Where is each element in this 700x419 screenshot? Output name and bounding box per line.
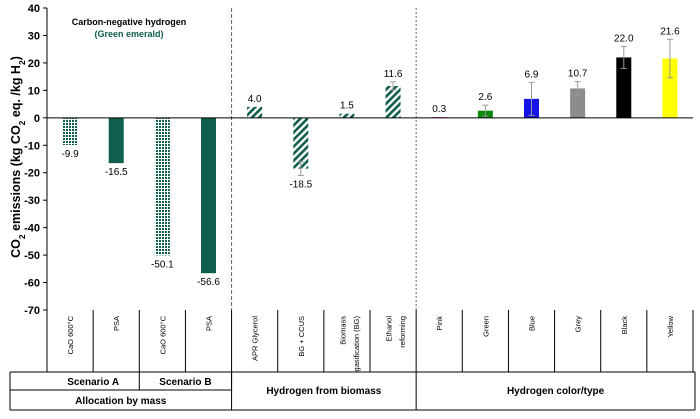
y-axis-title-part: emissions (kg CO	[9, 125, 23, 234]
error-bars	[297, 38, 673, 176]
category-label-line: Blue	[528, 316, 537, 331]
y-tick-label: 20	[28, 58, 40, 70]
category-label-line: gasification (BG)	[352, 315, 361, 371]
category-label-line: Yellow	[666, 315, 675, 337]
y-axis-title-sub: 2	[17, 234, 27, 239]
value-label: 1.5	[340, 101, 354, 112]
y-tick-label: 40	[28, 3, 40, 15]
category-label: PSA	[205, 316, 214, 331]
value-label: -18.5	[289, 179, 312, 190]
group-label-row2: Hydrogen color/type	[507, 386, 605, 397]
category-label-line: Grey	[574, 316, 583, 333]
category-label-line: Black	[620, 316, 629, 335]
group-label-row2: Allocation by mass	[75, 396, 167, 407]
category-label-line: reforming	[398, 316, 407, 348]
value-label: 22.0	[614, 33, 634, 44]
y-axis-title-part: )	[9, 56, 23, 60]
bar	[154, 117, 170, 256]
group-label-row1: Scenario B	[159, 377, 211, 388]
bar	[616, 57, 632, 118]
value-label: 10.7	[568, 69, 588, 80]
category-label: Yellow	[666, 315, 675, 337]
category-label: Black	[620, 316, 629, 335]
section-separators	[231, 8, 417, 310]
category-label: Pink	[435, 316, 444, 331]
y-axis-title-part: eq. /kg H	[9, 65, 23, 121]
value-label: 2.6	[478, 92, 492, 103]
category-label-line: Biomass	[338, 316, 347, 345]
bar	[570, 88, 586, 118]
bars	[62, 57, 678, 274]
bar	[293, 117, 309, 169]
value-label: 21.6	[660, 26, 680, 37]
bar	[339, 113, 355, 118]
category-label-line: PSA	[205, 316, 214, 331]
y-tick-label: -50	[24, 250, 40, 262]
value-label: -50.1	[151, 259, 174, 270]
y-tick-label: 0	[34, 113, 40, 125]
bar	[662, 58, 678, 118]
value-label: 0.3	[432, 104, 446, 115]
category-label-line: APR Glycerol	[251, 316, 260, 361]
value-label: -56.6	[197, 277, 220, 288]
bar	[385, 85, 401, 118]
category-label-line: CaO 600°C	[66, 315, 75, 354]
y-tick-label: -30	[24, 195, 40, 207]
category-label: CaO 600°C	[158, 315, 167, 354]
group-label-row1: Scenario A	[67, 377, 119, 388]
bar	[201, 117, 216, 274]
category-label-line: CaO 600°C	[158, 315, 167, 354]
category-label: PSA	[112, 316, 121, 331]
category-label: CaO 600°C	[66, 315, 75, 354]
y-tick-label: 10	[28, 85, 40, 97]
y-axis-title-part: CO	[9, 239, 23, 258]
annotation-line2: (Green emerald)	[94, 29, 163, 39]
category-label: BG + CCUS	[297, 316, 306, 357]
category-label: APR Glycerol	[251, 316, 260, 361]
category-label-line: Ethanol	[385, 316, 394, 342]
y-tick-label: -60	[24, 278, 40, 290]
category-label: Blue	[528, 316, 537, 331]
value-labels: -9.9 -16.5 -50.1 -56.6 4.0 -18.5 1.5 11.6 0.3 2.6…	[61, 26, 680, 288]
y-axis-ticks: 40 30 20 10 0 -10 -20 -30 -40 -50 -60 -70	[24, 3, 47, 317]
value-label: -16.5	[105, 167, 128, 178]
category-table: CaO 600°C PSA CaO 600°C PSA APR Glycerol BG +…	[9, 310, 696, 411]
y-axis-title: CO2 emissions (kg CO2 eq. /kg H2)	[9, 56, 27, 258]
y-tick-label: -40	[24, 223, 40, 235]
category-label: Green	[481, 316, 490, 337]
value-label: 6.9	[525, 69, 539, 80]
category-label-line: PSA	[112, 316, 121, 331]
bar	[108, 117, 124, 164]
category-label-line: BG + CCUS	[297, 316, 306, 357]
bar	[247, 106, 263, 118]
y-tick-label: 30	[28, 30, 40, 42]
bar	[62, 117, 78, 145]
y-tick-label: -20	[24, 168, 40, 180]
y-tick-label: -70	[24, 305, 40, 317]
group-label-row2: Hydrogen from biomass	[266, 386, 381, 397]
y-axis-title-sub: 2	[17, 60, 27, 65]
category-label: Grey	[574, 316, 583, 333]
value-label: 11.6	[384, 69, 403, 80]
value-label: 4.0	[248, 94, 262, 105]
category-label: Ethanol reforming	[385, 316, 408, 348]
category-label-line: Pink	[435, 316, 444, 331]
annotation-line1: Carbon-negative hydrogen	[72, 17, 187, 27]
value-label: -9.9	[61, 149, 79, 160]
category-label: Biomass gasification (BG)	[338, 315, 361, 371]
y-tick-label: -10	[24, 140, 40, 152]
category-label-line: Green	[481, 316, 490, 337]
y-axis-title-sub: 2	[17, 120, 27, 125]
